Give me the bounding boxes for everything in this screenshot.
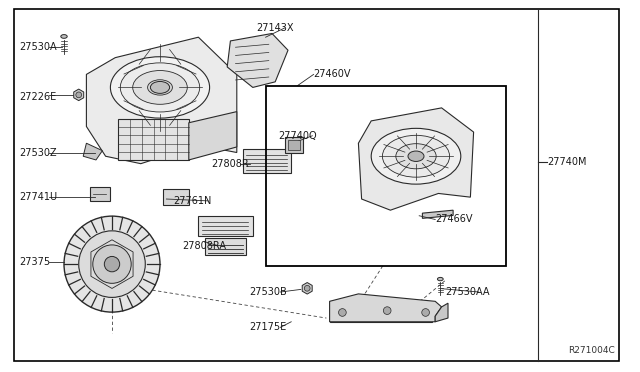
Bar [90,187,110,201]
Text: R271004C: R271004C [568,346,614,355]
Ellipse shape [408,151,424,161]
Text: 27808RA: 27808RA [182,241,227,250]
Bar [266,86,506,266]
Text: 27530B: 27530B [250,287,287,297]
Text: 27460V: 27460V [314,70,351,79]
Text: 27466V: 27466V [435,215,473,224]
Polygon shape [330,294,442,322]
Text: 27761N: 27761N [173,196,211,206]
Bar [243,149,291,173]
Polygon shape [74,89,84,100]
Polygon shape [83,143,102,160]
Polygon shape [422,210,453,218]
Bar [330,301,336,318]
Ellipse shape [61,35,67,38]
Bar [288,140,300,150]
Polygon shape [86,37,237,164]
Bar [285,137,303,153]
Text: 27226E: 27226E [19,92,56,102]
Ellipse shape [148,80,172,95]
Polygon shape [302,283,312,294]
Text: 27530AA: 27530AA [445,287,490,297]
Polygon shape [227,33,288,87]
Text: 27740Q: 27740Q [278,131,317,141]
Text: 27375: 27375 [19,257,51,267]
Circle shape [64,216,160,312]
Text: 27741U: 27741U [19,192,58,202]
Circle shape [305,285,310,291]
Polygon shape [435,303,448,322]
Text: 27740M: 27740M [547,157,587,167]
Text: 27143X: 27143X [256,23,294,33]
Polygon shape [189,112,237,160]
Text: 27175E: 27175E [250,323,287,332]
Bar [118,119,189,160]
Text: 27530Z: 27530Z [19,148,57,157]
Ellipse shape [438,278,443,281]
Bar [205,238,246,255]
Polygon shape [358,108,474,210]
Text: 27808R: 27808R [211,159,249,169]
Ellipse shape [371,128,461,184]
Bar [198,216,253,236]
Circle shape [104,256,120,272]
Text: 27530A: 27530A [19,42,57,51]
Ellipse shape [111,57,210,118]
Circle shape [93,245,131,283]
Ellipse shape [120,63,200,112]
Ellipse shape [150,81,170,93]
Circle shape [422,309,429,316]
Ellipse shape [396,144,436,169]
Circle shape [383,307,391,314]
Ellipse shape [132,71,188,104]
Bar [330,318,432,322]
Circle shape [76,92,82,98]
Circle shape [79,231,145,297]
Ellipse shape [383,135,450,177]
Bar [163,189,189,205]
Circle shape [339,309,346,316]
